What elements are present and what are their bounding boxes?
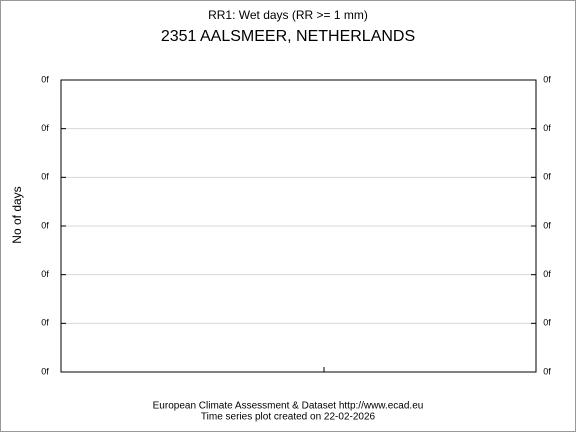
y-tick-label: 0f (41, 74, 49, 84)
y2-tick-label: 0f (543, 269, 551, 279)
y-tick-label: 0f (41, 366, 49, 376)
y-tick-label: 0f (41, 318, 49, 328)
footer-line: Time series plot created on 22-02-2026 (201, 412, 376, 423)
y2-tick-label: 0f (543, 74, 551, 84)
y2-tick-label: 0f (543, 172, 551, 182)
y-tick-label: 0f (41, 220, 49, 230)
y2-tick-label: 0f (543, 318, 551, 328)
footer-line: European Climate Assessment & Dataset ht… (153, 401, 424, 412)
chart-title: RR1: Wet days (RR >= 1 mm) (208, 8, 368, 22)
y2-tick-label: 0f (543, 123, 551, 133)
y2-tick-label: 0f (543, 366, 551, 376)
y-tick-label: 0f (41, 269, 49, 279)
y-tick-label: 0f (41, 172, 49, 182)
y-axis-label: No of days (10, 186, 24, 243)
chart-subtitle: 2351 AALSMEER, NETHERLANDS (161, 28, 415, 45)
y2-tick-label: 0f (543, 220, 551, 230)
y-tick-label: 0f (41, 123, 49, 133)
